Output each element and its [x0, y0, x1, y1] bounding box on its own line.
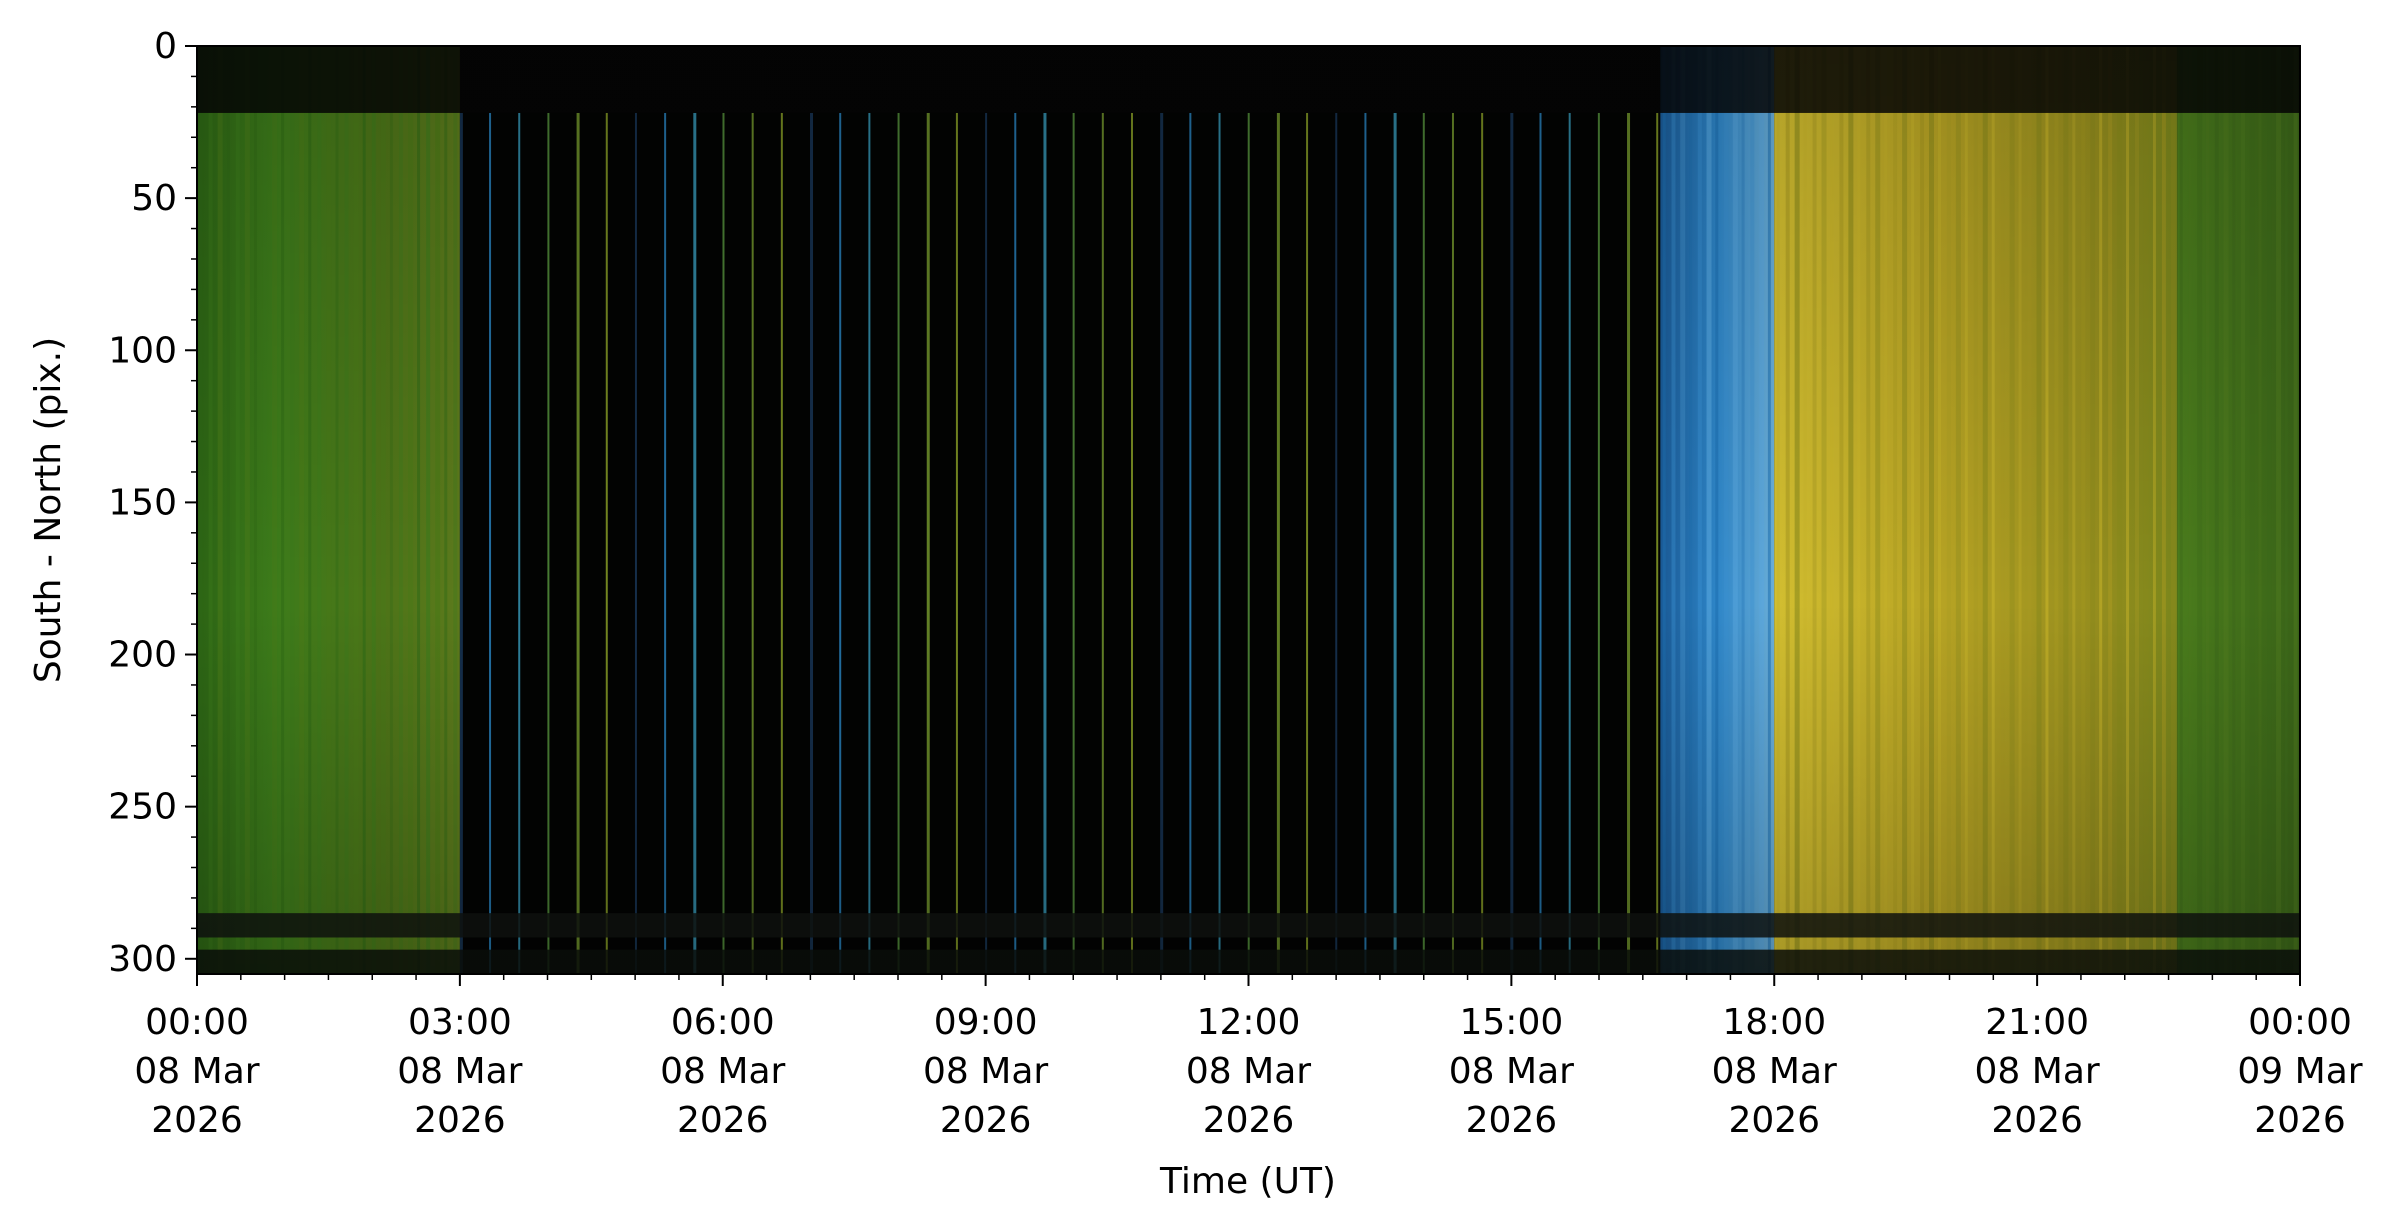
- y-tick-label: 0: [154, 26, 177, 67]
- x-tick-label: 08 Mar: [1975, 1051, 2100, 1092]
- shading-overlay: [197, 46, 2300, 974]
- x-tick-label: 03:00: [408, 1002, 512, 1043]
- x-tick-label: 09 Mar: [2237, 1051, 2362, 1092]
- y-tick-label: 250: [108, 787, 177, 828]
- x-axis: 00:00 08 Mar 2026 03:00 08 Mar 2026 06:00 08 Ma…: [134, 974, 2363, 1141]
- x-tick-label: 2026: [1991, 1100, 2083, 1141]
- x-tick-label: 2026: [1466, 1100, 1558, 1141]
- x-tick-label: 2026: [1203, 1100, 1295, 1141]
- x-tick-label: 21:00: [1985, 1002, 2089, 1043]
- x-tick-label: 2026: [677, 1100, 769, 1141]
- y-tick-label: 300: [108, 939, 177, 980]
- x-tick-label: 08 Mar: [1712, 1051, 1837, 1092]
- y-tick-label: 100: [108, 330, 177, 371]
- x-tick-label: 2026: [2254, 1100, 2346, 1141]
- x-tick-label: 08 Mar: [660, 1051, 785, 1092]
- x-tick-label: 08 Mar: [134, 1051, 259, 1092]
- x-tick-label: 08 Mar: [1449, 1051, 1574, 1092]
- keogram-image: [197, 46, 2300, 974]
- x-tick-label: 2026: [151, 1100, 243, 1141]
- y-axis-label: South - North (pix.): [28, 337, 69, 683]
- x-tick-label: 09:00: [934, 1002, 1038, 1043]
- x-tick-label: 08 Mar: [397, 1051, 522, 1092]
- x-tick-label: 2026: [1728, 1100, 1820, 1141]
- x-axis-label: Time (UT): [1159, 1161, 1336, 1202]
- x-tick-label: 08 Mar: [923, 1051, 1048, 1092]
- y-axis: 0 50 100 150 200 250 300: [108, 26, 197, 980]
- x-tick-label: 00:00: [2248, 1002, 2352, 1043]
- x-tick-label: 18:00: [1722, 1002, 1826, 1043]
- x-tick-label: 2026: [414, 1100, 506, 1141]
- x-tick-label: 00:00: [145, 1002, 249, 1043]
- x-tick-label: 06:00: [671, 1002, 775, 1043]
- x-tick-label: 2026: [940, 1100, 1032, 1141]
- x-tick-label: 12:00: [1197, 1002, 1301, 1043]
- y-tick-label: 50: [131, 178, 177, 219]
- x-tick-label: 08 Mar: [1186, 1051, 1311, 1092]
- y-tick-label: 200: [108, 635, 177, 676]
- x-tick-label: 15:00: [1460, 1002, 1564, 1043]
- y-tick-label: 150: [108, 482, 177, 523]
